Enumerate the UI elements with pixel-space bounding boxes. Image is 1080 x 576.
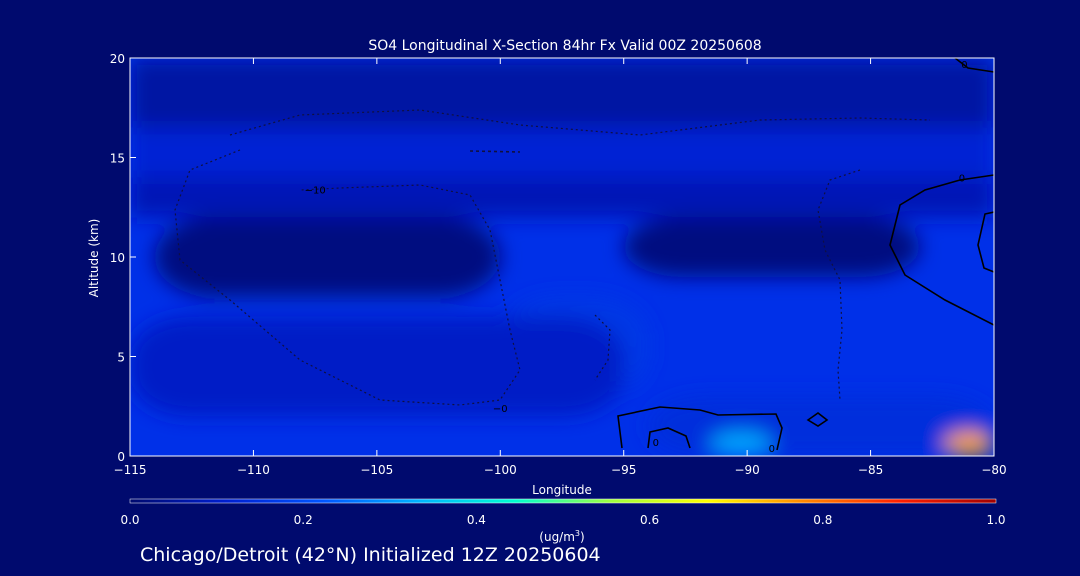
contour-label: 0 — [959, 173, 965, 184]
contour-surface-box-90w — [617, 406, 783, 451]
field-surface-max-90W — [710, 432, 772, 456]
colorbar-tick-label: 0.6 — [640, 513, 659, 527]
y-tick-label: 0 — [117, 450, 125, 464]
y-tick-label: 20 — [110, 52, 125, 66]
colorbar-tick-label: 0.2 — [294, 513, 313, 527]
field-surface-max-80W — [944, 432, 994, 456]
contour-zero-east-inner — [977, 211, 994, 273]
contour-surface-small-88w — [806, 412, 829, 427]
colorbar-tick-label: 1.0 — [986, 513, 1005, 527]
contour-surface-small-94w — [647, 427, 691, 449]
field-west-minimum — [154, 217, 501, 297]
x-tick-label: −90 — [734, 463, 759, 477]
contour-label: 0 — [961, 60, 967, 71]
contour-label: 0 — [769, 444, 775, 455]
y-tick-label: 5 — [117, 351, 125, 365]
x-tick-label: −85 — [858, 463, 883, 477]
contour-labels: 0 −10 0 −0 0 0 — [305, 60, 968, 455]
colorbar-tick-label: 0.8 — [813, 513, 832, 527]
contour-dotted-plume — [594, 314, 611, 381]
colorbar-unit-sup: 3 — [575, 529, 580, 538]
contour-dotted-east — [817, 169, 861, 401]
contour-dotted-west — [174, 149, 521, 406]
chart-title: SO4 Longitudinal X-Section 84hr Fx Valid… — [368, 38, 761, 54]
colorbar: 0.0 0.2 0.4 0.6 0.8 1.0 (ug/m3) — [120, 498, 1006, 544]
colorbar-ramp — [129, 498, 997, 504]
y-axis: 0 5 10 15 20 — [110, 52, 136, 464]
field-upper-trop — [130, 177, 994, 218]
contour-zero-east — [889, 174, 994, 326]
x-axis-label: Longitude — [532, 483, 592, 497]
colorbar-unit-label: (ug/m3) — [539, 529, 584, 544]
x-tick-label: −95 — [611, 463, 636, 477]
field-central-minimum — [623, 217, 920, 277]
y-tick-label: 15 — [110, 152, 125, 166]
contour-zero-top-right — [954, 58, 994, 73]
x-tick-label: −100 — [484, 463, 517, 477]
contour-dotted-15km — [469, 150, 521, 153]
contour-lines — [174, 58, 994, 451]
colorbar-ticks: 0.0 0.2 0.4 0.6 0.8 1.0 — [120, 513, 1005, 527]
field-lower-trop — [130, 316, 624, 417]
colorbar-unit-text: (ug/m — [539, 530, 575, 544]
concentration-field — [130, 58, 994, 456]
contour-label: 0 — [653, 438, 659, 449]
x-tick-label: −105 — [360, 463, 393, 477]
y-axis-label: Altitude (km) — [87, 219, 101, 298]
colorbar-tick-label: 0.4 — [467, 513, 486, 527]
field-upper-stratosphere — [130, 58, 994, 128]
footer-caption: Chicago/Detroit (42°N) Initialized 12Z 2… — [140, 544, 601, 566]
colorbar-unit-close: ) — [580, 530, 585, 544]
contour-label: −10 — [305, 185, 326, 196]
field-band-15km — [130, 127, 994, 178]
x-tick-label: −110 — [237, 463, 270, 477]
x-axis: −115 −110 −105 −100 −95 −90 −85 −80 — [114, 58, 1007, 477]
colorbar-tick-label: 0.0 — [120, 513, 139, 527]
field-surface-east — [648, 396, 994, 456]
contour-label: −0 — [493, 404, 508, 415]
y-tick-label: 10 — [110, 251, 125, 265]
x-tick-label: −80 — [981, 463, 1006, 477]
x-tick-label: −115 — [114, 463, 147, 477]
plot-area: 0 −10 0 −0 0 0 — [130, 58, 994, 456]
